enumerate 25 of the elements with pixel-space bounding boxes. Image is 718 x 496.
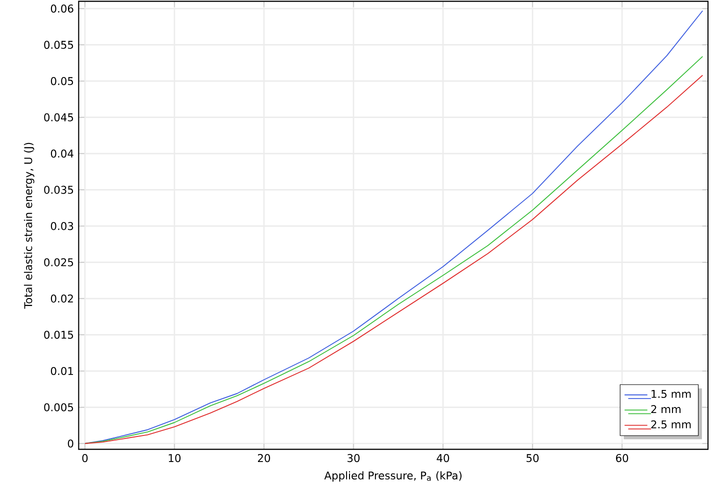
y-tick-label: 0.055 <box>44 40 74 49</box>
y-tick-label: 0.025 <box>44 258 74 266</box>
x-tick-label: 10 <box>168 454 181 462</box>
y-tick-label: 0.05 <box>50 77 74 86</box>
x-axis-title: Applied Pressure, P$_{a}$ (kPa) <box>324 471 462 482</box>
legend-label: 2 mm <box>651 405 681 414</box>
y-tick-label: 0.045 <box>44 113 74 122</box>
y-axis-title: Total elastic strain energy, U (J) <box>24 142 34 309</box>
y-tick-label: 0.06 <box>50 4 74 13</box>
y-tick-label: 0.015 <box>44 330 74 339</box>
legend-label: 1.5 mm <box>652 390 691 398</box>
x-tick-label: 40 <box>436 454 450 462</box>
y-tick-label: 0.03 <box>50 222 74 230</box>
y-tick-label: 0.02 <box>50 294 73 303</box>
y-tick-label: 0.01 <box>50 366 73 376</box>
x-tick-label: 20 <box>258 454 270 462</box>
y-tick-label: 0.035 <box>44 186 74 194</box>
y-tick-label: 0.005 <box>44 403 74 412</box>
x-tick-label: 50 <box>526 454 539 462</box>
x-tick-label: 30 <box>348 454 360 462</box>
x-tick-label: 60 <box>616 454 628 462</box>
legend-label: 2.5 mm <box>651 420 691 428</box>
x-tick-label: 0 <box>82 454 88 462</box>
y-tick-label: 0.04 <box>50 150 74 158</box>
y-tick-label: 0 <box>68 439 74 448</box>
